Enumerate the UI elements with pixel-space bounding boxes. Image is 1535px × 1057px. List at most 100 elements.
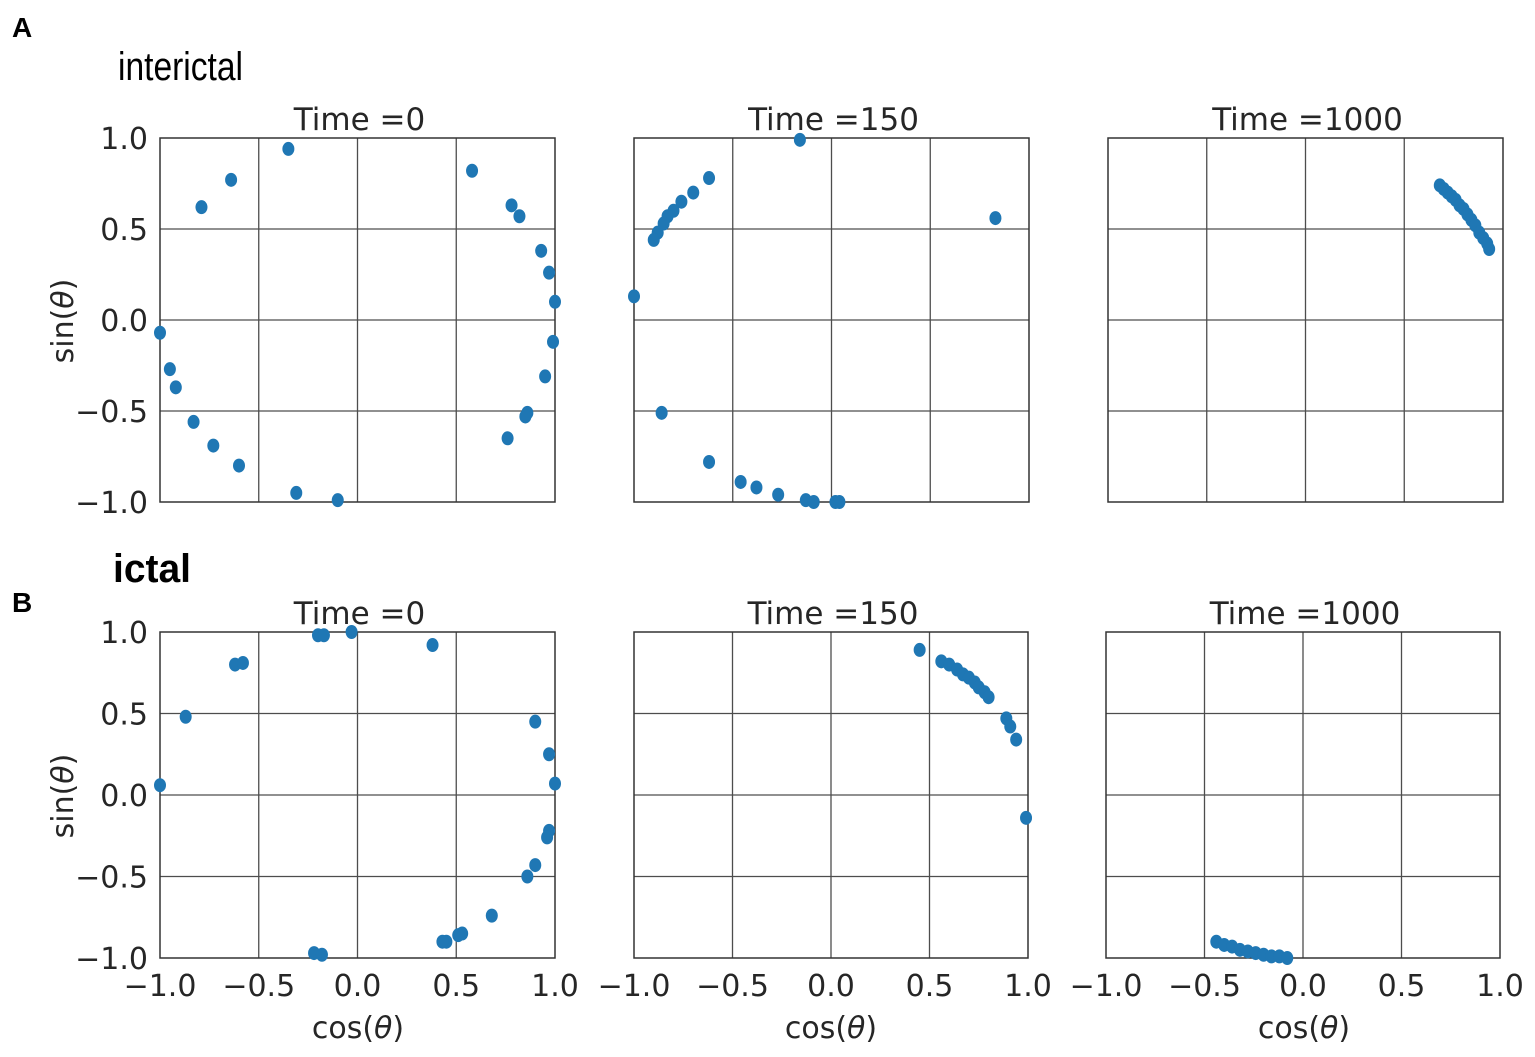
data-point xyxy=(436,934,449,949)
data-point xyxy=(225,172,238,187)
data-point xyxy=(1281,951,1294,965)
plot-frame xyxy=(159,137,556,503)
y-tick-label: −1.0 xyxy=(75,486,148,521)
y-tick-label: 0.5 xyxy=(100,698,148,733)
data-point xyxy=(982,690,995,705)
panel-letter-a: A xyxy=(12,12,32,43)
data-point xyxy=(703,454,716,469)
data-point xyxy=(1004,719,1017,734)
y-tick-label: −0.5 xyxy=(75,395,148,430)
data-point xyxy=(539,369,552,384)
subplot-1: Time =0 −1.0 −0.5 0.0 0.5 1.0 xyxy=(75,102,561,521)
data-point xyxy=(501,431,514,446)
plot-frame xyxy=(1105,631,1501,959)
data-point xyxy=(529,858,542,873)
y-tick-label: 0.0 xyxy=(100,779,148,814)
x-tick-label: 1.0 xyxy=(1004,969,1052,1004)
data-point xyxy=(233,458,245,473)
x-tick-label: 1.0 xyxy=(531,969,579,1004)
subplot-3: Time =1000 xyxy=(1107,102,1504,503)
x-tick-label: −0.5 xyxy=(1168,969,1241,1004)
data-point xyxy=(541,830,554,845)
data-point xyxy=(513,209,526,224)
data-point xyxy=(833,495,846,509)
data-point xyxy=(772,487,785,502)
subplot-title: Time =150 xyxy=(747,102,919,138)
data-point xyxy=(179,709,192,724)
data-point xyxy=(535,243,548,258)
data-point xyxy=(647,232,660,247)
data-point xyxy=(549,776,561,791)
data-point xyxy=(1010,732,1023,747)
data-point xyxy=(282,141,295,156)
data-point xyxy=(687,185,700,200)
data-point xyxy=(793,132,806,147)
y-axis-label-row1: sin(θ) xyxy=(46,279,81,364)
data-point xyxy=(675,194,688,209)
row-title-interictal: interictal xyxy=(118,45,243,89)
x-tick-label: 0.5 xyxy=(432,969,480,1004)
data-point xyxy=(163,362,176,377)
subplot-6: Time =1000 −1.0 −0.5 0.0 0.5 1.0 xyxy=(1070,596,1524,1004)
x-tick-label: −0.5 xyxy=(696,969,769,1004)
data-point xyxy=(290,485,303,500)
data-point xyxy=(331,493,344,508)
subplot-title: Time =0 xyxy=(293,102,425,138)
subplot-5: Time =150 −1.0 −0.5 0.0 0.5 1.0 xyxy=(598,596,1052,1004)
data-point xyxy=(154,778,166,793)
data-point xyxy=(452,928,465,943)
data-point xyxy=(1020,810,1033,825)
data-point xyxy=(345,625,358,639)
x-tick-label: 0.5 xyxy=(906,969,954,1004)
data-point xyxy=(913,642,926,657)
y-tick-label: 0.5 xyxy=(100,213,148,248)
data-point xyxy=(317,628,330,643)
data-point xyxy=(154,325,166,340)
panel-letter-b: B xyxy=(12,587,32,618)
x-axis-label-col3: cos(θ) xyxy=(1258,1011,1350,1046)
data-point xyxy=(547,334,560,349)
x-axis-label-col1: cos(θ) xyxy=(312,1011,404,1046)
data-point xyxy=(543,265,556,280)
data-point xyxy=(485,908,498,923)
y-tick-label: −1.0 xyxy=(75,942,148,977)
x-tick-label: 0.0 xyxy=(1279,969,1327,1004)
y-tick-label: 1.0 xyxy=(100,616,148,651)
subplot-title: Time =150 xyxy=(747,596,919,632)
subplot-4: Time =0 −1.0 −0.5 0.0 0.5 1.0 −1.0 −0.5 0.0 0.5 1.… xyxy=(75,596,579,1004)
data-point xyxy=(521,869,534,884)
data-point xyxy=(703,171,716,186)
x-tick-label: 0.0 xyxy=(334,969,382,1004)
data-point xyxy=(1483,242,1496,257)
data-point xyxy=(426,638,439,653)
plot-frame xyxy=(633,631,1029,959)
data-point xyxy=(195,200,208,215)
x-axis-label-col2: cos(θ) xyxy=(785,1011,877,1046)
data-point xyxy=(207,438,220,453)
y-tick-label: 0.0 xyxy=(100,304,148,339)
y-tick-label: −0.5 xyxy=(75,861,148,896)
data-point xyxy=(236,655,249,670)
data-point xyxy=(549,294,561,309)
subplot-2: Time =150 xyxy=(628,102,1030,509)
x-tick-label: −0.5 xyxy=(222,969,295,1004)
data-point xyxy=(519,409,532,424)
subplot-title: Time =1000 xyxy=(1211,102,1403,138)
data-point xyxy=(187,414,200,429)
x-tick-label: 0.0 xyxy=(807,969,855,1004)
subplot-title: Time =0 xyxy=(293,596,425,632)
x-tick-label: −1.0 xyxy=(1070,969,1143,1004)
row-title-ictal: ictal xyxy=(113,547,191,591)
data-point xyxy=(466,163,479,178)
data-point xyxy=(543,747,556,762)
y-tick-label: 1.0 xyxy=(100,122,148,157)
data-point xyxy=(655,405,668,420)
data-point xyxy=(315,947,328,962)
data-point xyxy=(529,714,542,729)
subplot-title: Time =1000 xyxy=(1209,596,1401,632)
x-tick-label: −1.0 xyxy=(124,969,197,1004)
x-tick-label: −1.0 xyxy=(598,969,671,1004)
data-point xyxy=(989,211,1002,226)
